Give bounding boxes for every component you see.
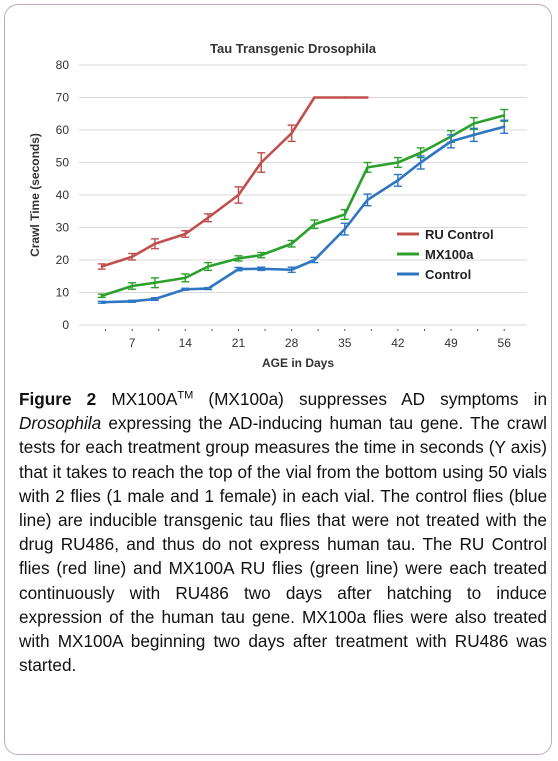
- y-tick-label: 70: [56, 91, 70, 105]
- data-point: [290, 268, 293, 271]
- data-point: [472, 133, 476, 137]
- data-point: [313, 223, 316, 226]
- data-point: [290, 132, 293, 135]
- data-point: [366, 166, 369, 169]
- data-point: [343, 96, 346, 99]
- data-point: [343, 213, 346, 216]
- x-tick-label: 49: [444, 336, 458, 350]
- data-point: [366, 198, 369, 202]
- data-point: [184, 276, 187, 280]
- x-tick-label: 42: [391, 336, 405, 350]
- series-line: [101, 96, 368, 268]
- y-tick-label: 0: [62, 318, 69, 332]
- x-tick-label: 7: [129, 336, 136, 350]
- legend-label: MX100a: [425, 247, 474, 262]
- chart-container: 0 10 20 30 40 50 60 70 80 7 14 21 28 35 42 49 56 Tau Tran…: [15, 27, 545, 382]
- caption-label: Figure 2: [19, 389, 97, 409]
- data-point: [313, 96, 316, 99]
- legend-label: Control: [425, 267, 471, 282]
- data-point: [130, 300, 134, 303]
- data-point: [419, 161, 422, 164]
- series-line: [101, 114, 505, 297]
- data-point: [184, 232, 187, 236]
- x-tick-label: 14: [179, 336, 193, 350]
- x-tick-label: 56: [498, 336, 512, 350]
- x-tick-label: 35: [338, 336, 352, 350]
- data-point: [206, 216, 210, 219]
- series-line: [101, 125, 505, 304]
- data-point: [237, 267, 240, 271]
- data-point: [503, 125, 506, 128]
- data-point: [153, 242, 157, 245]
- x-tick-label: 28: [285, 336, 299, 350]
- data-point: [100, 265, 103, 268]
- y-tick-label: 80: [56, 58, 70, 72]
- caption-text-a: (MX100a) suppresses AD symptoms in: [193, 389, 548, 409]
- data-point: [130, 284, 134, 288]
- data-point: [366, 96, 369, 99]
- legend-label: RU Control: [425, 227, 494, 242]
- data-point: [100, 301, 103, 304]
- data-point: [396, 179, 400, 182]
- data-point: [260, 161, 263, 164]
- data-point: [237, 193, 240, 197]
- data-point: [343, 227, 346, 231]
- data-point: [449, 140, 453, 143]
- data-point: [472, 122, 476, 125]
- caption-text-b: expressing the AD-inducing human tau gen…: [19, 413, 547, 676]
- y-tick-label: 60: [56, 123, 70, 137]
- x-axis-label: AGE in Days: [262, 356, 334, 370]
- line-chart: 0 10 20 30 40 50 60 70 80 7 14 21 28 35 42 49 56 Tau Tran…: [28, 41, 527, 370]
- y-tick-label: 20: [56, 253, 70, 267]
- data-point: [290, 242, 293, 245]
- chart-title: Tau Transgenic Drosophila: [210, 41, 377, 56]
- data-point: [206, 265, 210, 268]
- y-axis-label: Crawl Time (seconds): [28, 133, 42, 257]
- y-tick-label: 10: [56, 286, 70, 300]
- data-point: [237, 257, 240, 260]
- figure-caption: Figure 2 MX100ATM (MX100a) suppresses AD…: [19, 387, 547, 677]
- data-point: [206, 287, 210, 290]
- x-tick-label: 21: [232, 336, 246, 350]
- caption-genus: Drosophila: [19, 413, 102, 434]
- y-tick-label: 30: [56, 221, 70, 235]
- data-point: [260, 267, 263, 270]
- data-point: [153, 281, 157, 284]
- caption-drug: MX100A: [111, 389, 178, 409]
- data-point: [503, 114, 506, 117]
- data-point: [313, 258, 316, 262]
- caption-trademark: TM: [177, 389, 194, 402]
- data-point: [184, 288, 187, 291]
- data-point: [130, 255, 134, 258]
- data-point: [100, 294, 103, 297]
- y-tick-label: 40: [56, 188, 70, 202]
- data-point: [260, 253, 263, 257]
- data-point: [419, 151, 422, 154]
- y-tick-label: 50: [56, 156, 70, 170]
- data-point: [153, 297, 157, 301]
- data-point: [396, 161, 400, 164]
- figure-card: 0 10 20 30 40 50 60 70 80 7 14 21 28 35 42 49 56 Tau Tran…: [4, 4, 552, 755]
